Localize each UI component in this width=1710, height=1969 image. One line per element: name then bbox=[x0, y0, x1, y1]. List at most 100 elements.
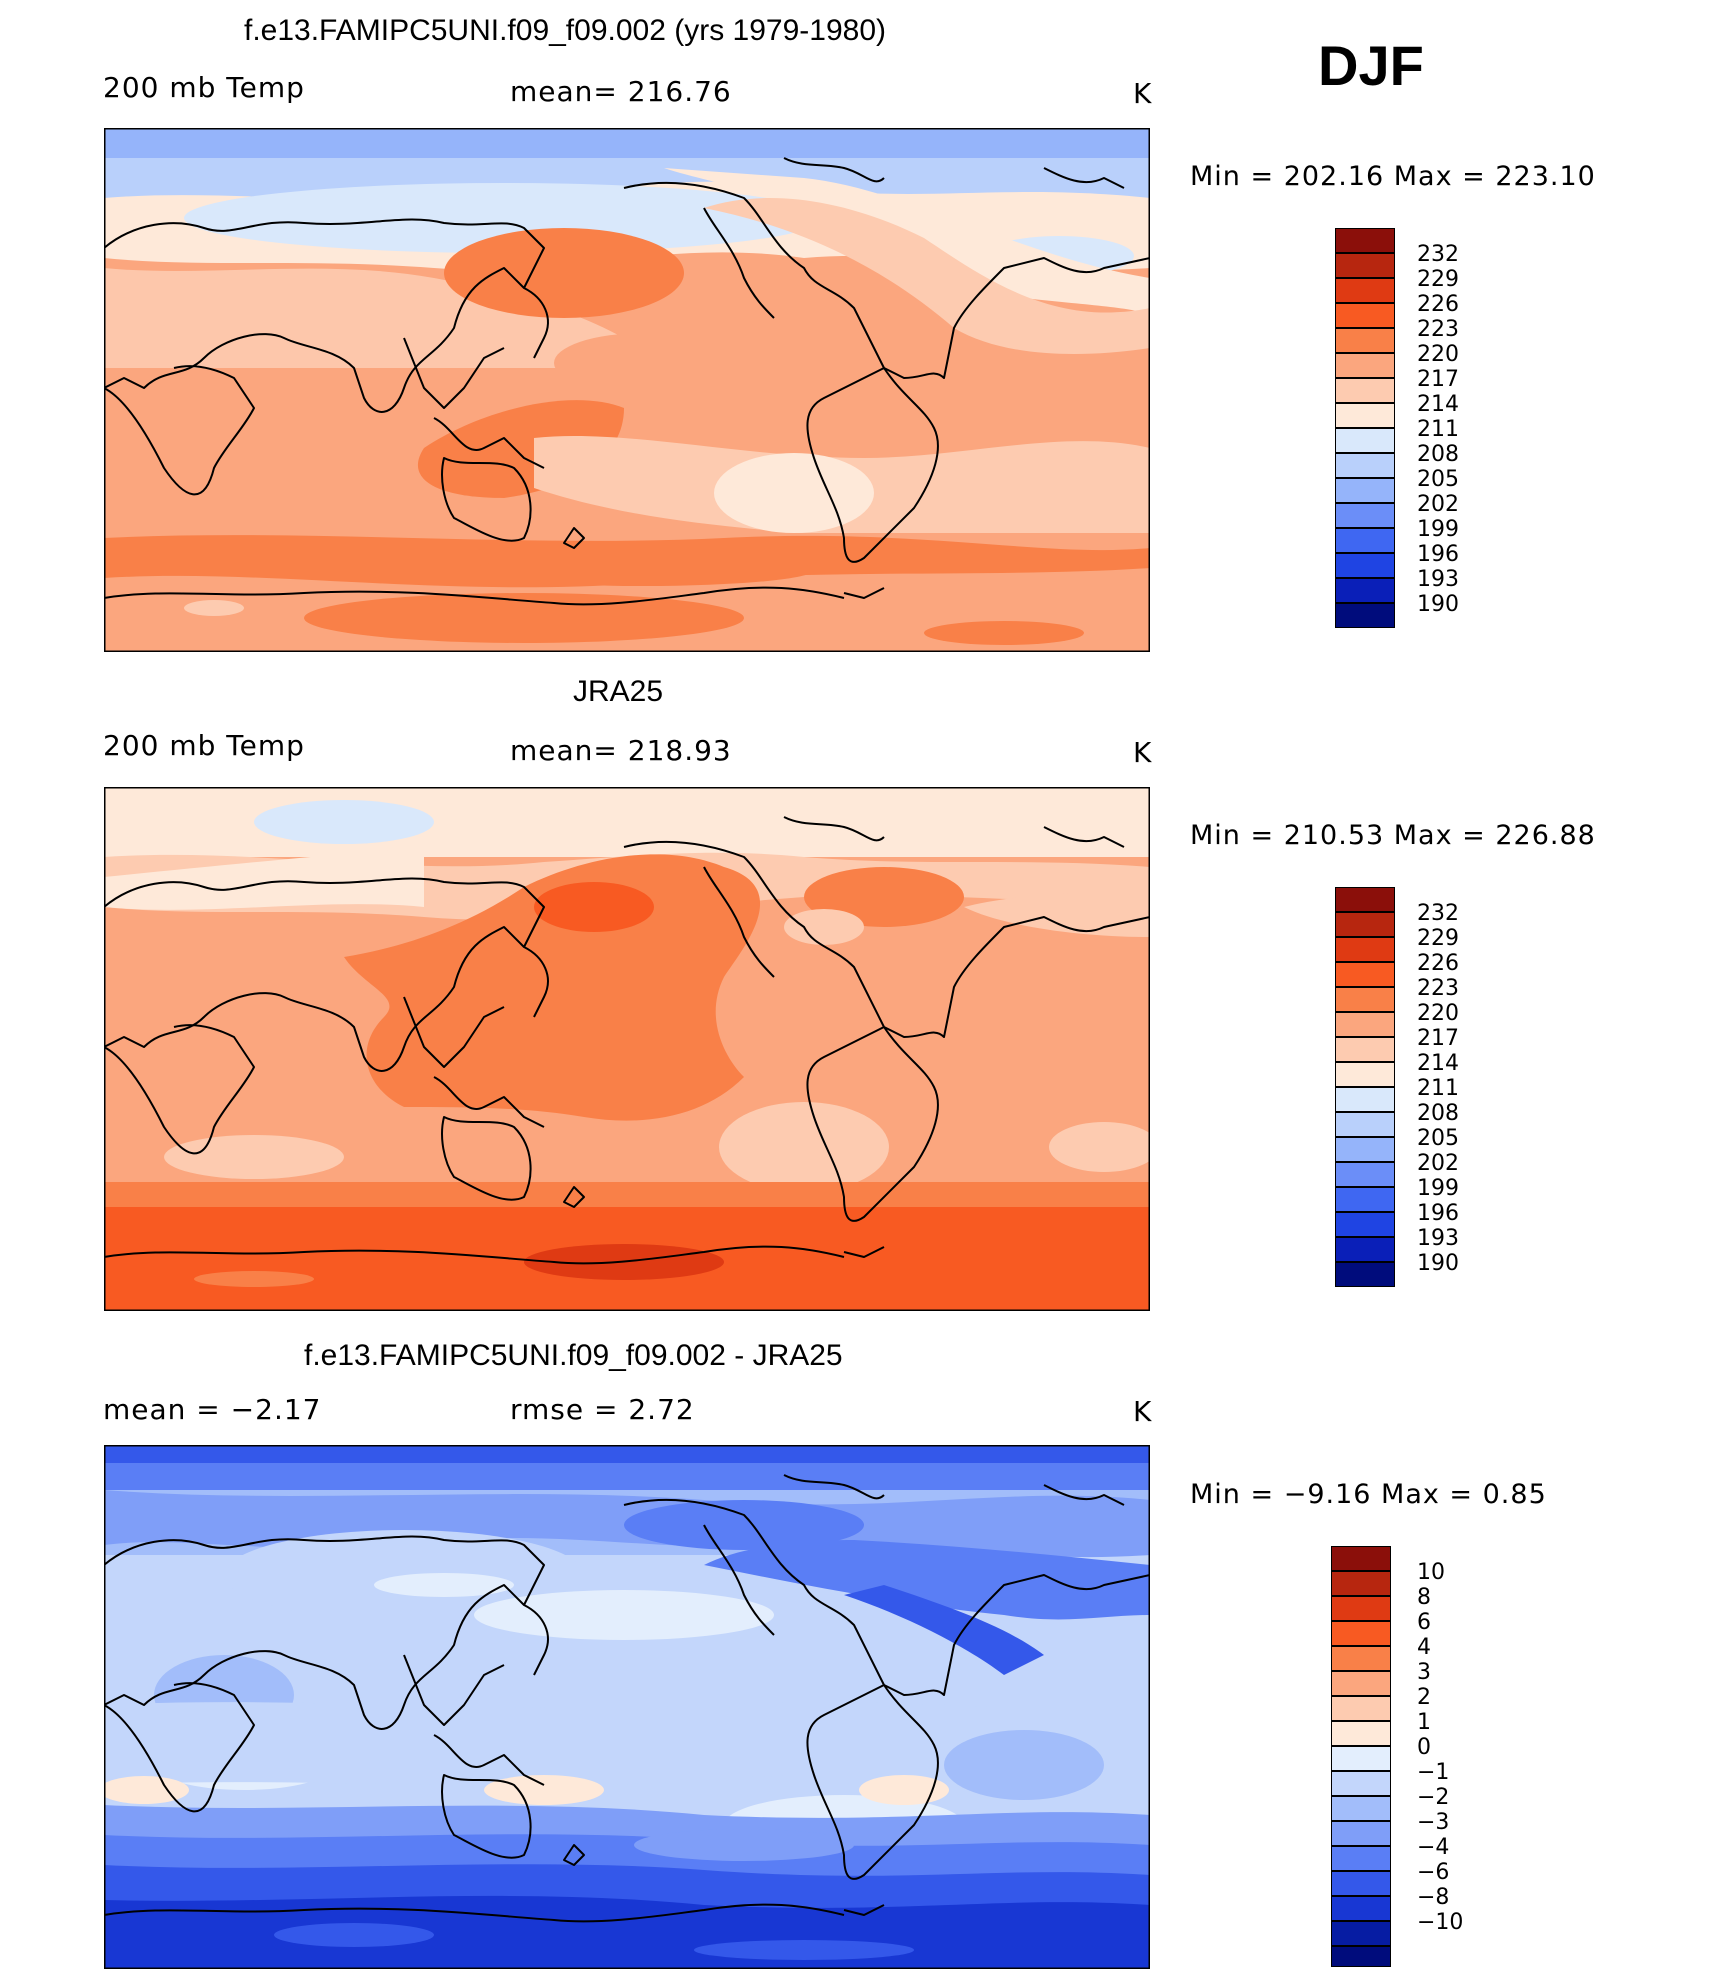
panel1-colorbar-tick: 208 bbox=[1417, 442, 1459, 467]
panel2-colorbar-swatch bbox=[1335, 1012, 1395, 1037]
panel3-colorbar-swatch bbox=[1331, 1671, 1391, 1696]
panel1-colorbar-tick: 226 bbox=[1417, 292, 1459, 317]
panel3-colorbar-swatch bbox=[1331, 1646, 1391, 1671]
panel1-colorbar-tick: 214 bbox=[1417, 392, 1459, 417]
panel2-colorbar-swatch bbox=[1335, 1037, 1395, 1062]
panel1-map bbox=[104, 128, 1150, 652]
panel3-minmax-label: Min = −9.16 Max = 0.85 bbox=[1190, 1479, 1547, 1510]
panel3-colorbar-swatch bbox=[1331, 1621, 1391, 1646]
panel2-colorbar-swatch bbox=[1335, 1162, 1395, 1187]
panel1-minmax-label: Min = 202.16 Max = 223.10 bbox=[1190, 161, 1596, 192]
panel3-colorbar-tick: −4 bbox=[1417, 1835, 1450, 1860]
panel3-colorbar-tick: −2 bbox=[1417, 1785, 1450, 1810]
panel1-colorbar-swatch bbox=[1335, 503, 1395, 528]
panel1-mean-label: mean= 216.76 bbox=[510, 75, 732, 108]
panel1-colorbar-swatch bbox=[1335, 578, 1395, 603]
panel1-colorbar-tick: 190 bbox=[1417, 592, 1459, 617]
panel3-mean-label: mean = −2.17 bbox=[103, 1393, 322, 1426]
panel3-colorbar-swatch bbox=[1331, 1771, 1391, 1796]
panel3-unit-label: K bbox=[1133, 1395, 1153, 1428]
panel2-colorbar-tick: 205 bbox=[1417, 1126, 1459, 1151]
panel1-unit-label: K bbox=[1133, 77, 1153, 110]
panel1-colorbar-swatch bbox=[1335, 453, 1395, 478]
panel1-colorbar-tick: 232 bbox=[1417, 242, 1459, 267]
panel2-colorbar-tick: 217 bbox=[1417, 1026, 1459, 1051]
panel2-colorbar-tick: 193 bbox=[1417, 1226, 1459, 1251]
panel2-colorbar-tick: 208 bbox=[1417, 1101, 1459, 1126]
panel1-title: f.e13.FAMIPC5UNI.f09_f09.002 (yrs 1979-1… bbox=[244, 14, 887, 47]
panel3-colorbar-swatch bbox=[1331, 1721, 1391, 1746]
panel2-colorbar: 232 229 226 223 220 217 214 211 208 205 … bbox=[1335, 887, 1485, 1302]
panel1-colorbar-tick: 196 bbox=[1417, 542, 1459, 567]
panel2-colorbar-tick: 232 bbox=[1417, 901, 1459, 926]
panel1-colorbar-swatch bbox=[1335, 328, 1395, 353]
panel2-colorbar-tick: 196 bbox=[1417, 1201, 1459, 1226]
panel2-colorbar-swatch bbox=[1335, 1262, 1395, 1287]
panel3-colorbar-swatch bbox=[1331, 1571, 1391, 1596]
season-label: DJF bbox=[1318, 34, 1424, 97]
panel1-colorbar-swatch bbox=[1335, 428, 1395, 453]
panel3-colorbar-tick: 10 bbox=[1417, 1560, 1445, 1585]
panel3-colorbar-tick: −6 bbox=[1417, 1860, 1450, 1885]
panel2-colorbar-tick: 223 bbox=[1417, 976, 1459, 1001]
panel3-colorbar-swatch bbox=[1331, 1596, 1391, 1621]
panel1-colorbar-tick: 193 bbox=[1417, 567, 1459, 592]
panel3-colorbar-swatch bbox=[1331, 1896, 1391, 1921]
panel1-colorbar-tick: 202 bbox=[1417, 492, 1459, 517]
panel1-colorbar: 232 229 226 223 220 217 214 211 208 205 … bbox=[1335, 228, 1485, 643]
panel1-colorbar-tick: 229 bbox=[1417, 267, 1459, 292]
panel1-colorbar-swatch bbox=[1335, 278, 1395, 303]
panel3-colorbar-swatch bbox=[1331, 1846, 1391, 1871]
panel1-colorbar-swatch bbox=[1335, 403, 1395, 428]
panel2-unit-label: K bbox=[1133, 736, 1153, 769]
panel2-colorbar-swatch bbox=[1335, 962, 1395, 987]
panel3-title: f.e13.FAMIPC5UNI.f09_f09.002 - JRA25 bbox=[304, 1339, 843, 1372]
panel3-colorbar-swatch bbox=[1331, 1546, 1391, 1571]
panel2-colorbar-swatch bbox=[1335, 1112, 1395, 1137]
panel2-colorbar-tick: 190 bbox=[1417, 1251, 1459, 1276]
panel3-colorbar-tick: −3 bbox=[1417, 1810, 1450, 1835]
panel3-colorbar-tick: −10 bbox=[1417, 1910, 1464, 1935]
panel3-colorbar-tick: 1 bbox=[1417, 1710, 1431, 1735]
panel2-colorbar-swatch bbox=[1335, 1087, 1395, 1112]
panel2-colorbar-tick: 199 bbox=[1417, 1176, 1459, 1201]
panel3-colorbar-swatch bbox=[1331, 1921, 1391, 1946]
panel2-colorbar-swatch bbox=[1335, 1187, 1395, 1212]
panel1-colorbar-swatch bbox=[1335, 528, 1395, 553]
panel2-colorbar-tick: 214 bbox=[1417, 1051, 1459, 1076]
panel3-colorbar-tick: 3 bbox=[1417, 1660, 1431, 1685]
panel1-colorbar-swatch bbox=[1335, 303, 1395, 328]
panel2-colorbar-swatch bbox=[1335, 1212, 1395, 1237]
panel3-colorbar-tick: 6 bbox=[1417, 1610, 1431, 1635]
panel3-colorbar-tick: −1 bbox=[1417, 1760, 1450, 1785]
panel3-map bbox=[104, 1445, 1150, 1969]
panel1-colorbar-tick: 211 bbox=[1417, 417, 1459, 442]
panel2-colorbar-swatch bbox=[1335, 987, 1395, 1012]
panel1-colorbar-swatch bbox=[1335, 603, 1395, 628]
panel2-colorbar-swatch bbox=[1335, 937, 1395, 962]
panel2-colorbar-swatch bbox=[1335, 1137, 1395, 1162]
panel2-colorbar-swatch bbox=[1335, 1237, 1395, 1262]
panel1-colorbar-tick: 223 bbox=[1417, 317, 1459, 342]
panel3-colorbar-tick: −8 bbox=[1417, 1885, 1450, 1910]
panel3-colorbar-swatch bbox=[1331, 1946, 1391, 1967]
panel2-colorbar-swatch bbox=[1335, 887, 1395, 912]
panel2-title: JRA25 bbox=[573, 675, 664, 708]
panel1-colorbar-swatch bbox=[1335, 553, 1395, 578]
panel3-colorbar-swatch bbox=[1331, 1821, 1391, 1846]
panel2-colorbar-tick: 220 bbox=[1417, 1001, 1459, 1026]
panel2-variable-label: 200 mb Temp bbox=[103, 729, 305, 762]
panel2-colorbar-tick: 226 bbox=[1417, 951, 1459, 976]
panel2-colorbar-swatch bbox=[1335, 912, 1395, 937]
panel1-colorbar-tick: 199 bbox=[1417, 517, 1459, 542]
panel3-colorbar-swatch bbox=[1331, 1871, 1391, 1896]
panel2-minmax-label: Min = 210.53 Max = 226.88 bbox=[1190, 820, 1596, 851]
panel1-colorbar-swatch bbox=[1335, 378, 1395, 403]
panel3-colorbar-swatch bbox=[1331, 1746, 1391, 1771]
panel1-variable-label: 200 mb Temp bbox=[103, 71, 305, 104]
panel1-colorbar-swatch bbox=[1335, 353, 1395, 378]
panel2-mean-label: mean= 218.93 bbox=[510, 734, 732, 767]
panel3-colorbar-tick: 8 bbox=[1417, 1585, 1431, 1610]
panel3-colorbar: 10 8 6 4 3 2 1 0 −1 −2 −3 −4 −6 −8 −10 bbox=[1331, 1546, 1481, 1968]
